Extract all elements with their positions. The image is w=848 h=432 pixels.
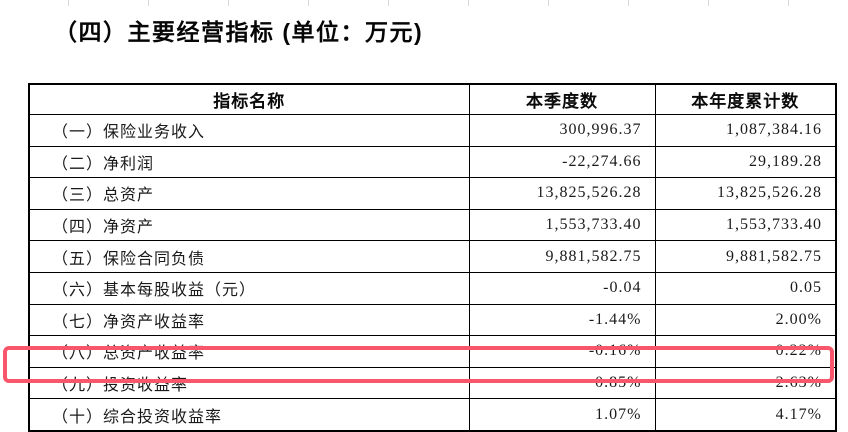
table-row: （八）总资产收益率 -0.16% 0.22% [28, 335, 837, 368]
gridline-stub [228, 0, 229, 6]
table-header-row: 指标名称 本季度数 本年度累计数 [28, 83, 837, 115]
quarter-value-cell: 13,825,526.28 [468, 177, 656, 210]
gridline-stub [468, 0, 469, 6]
indicator-name-cell: （三）总资产 [28, 177, 470, 210]
quarter-value-cell: -1.44% [468, 303, 656, 337]
ytd-value-cell: 0.22% [654, 335, 837, 368]
quarter-value-cell: 1,553,733.40 [468, 208, 656, 242]
quarter-value-cell: 1.07% [468, 398, 656, 432]
table-row: （十）综合投资收益率 1.07% 4.17% [28, 398, 837, 432]
ytd-value-cell: 4.17% [654, 398, 837, 432]
ytd-value-cell: 9,881,582.75 [654, 240, 837, 273]
indicator-name-cell: （六）基本每股收益（元） [28, 271, 470, 305]
section-title: （四）主要经营指标 (单位：万元) [54, 19, 424, 45]
indicator-name-cell: （四）净资产 [28, 208, 470, 242]
gridline-stub [548, 0, 549, 6]
metrics-table: 指标名称 本季度数 本年度累计数 （一）保险业务收入 300,996.37 1,… [28, 83, 837, 432]
indicator-name-cell: （十）综合投资收益率 [28, 398, 470, 432]
table-row-highlighted: （九）投资收益率 0.85% 2.63% [28, 366, 837, 400]
ytd-value-cell: 1,553,733.40 [654, 208, 837, 242]
gridline-stub [148, 0, 149, 6]
ytd-value-cell: 13,825,526.28 [654, 177, 837, 210]
gridline-stub [788, 0, 789, 6]
quarter-value-cell: 0.85% [468, 366, 656, 400]
gridline-stub [68, 0, 69, 6]
table-row: （五）保险合同负债 9,881,582.75 9,881,582.75 [28, 240, 837, 273]
document-page: { "title": "（四）主要经营指标 (单位：万元)", "table":… [3, 0, 837, 432]
table-row: （三）总资产 13,825,526.28 13,825,526.28 [28, 177, 837, 210]
col-header-indicator-name: 指标名称 [28, 83, 470, 115]
table-row: （六）基本每股收益（元） -0.04 0.05 [28, 271, 837, 305]
table-row: （二）净利润 -22,274.66 29,189.28 [28, 145, 837, 179]
indicator-name-cell: （一）保险业务收入 [28, 114, 470, 147]
table-row: （一）保险业务收入 300,996.37 1,087,384.16 [28, 114, 837, 147]
ytd-value-cell: 0.05 [654, 271, 837, 305]
ytd-value-cell: 2.63% [654, 366, 837, 400]
indicator-name-cell: （八）总资产收益率 [28, 335, 470, 368]
indicator-name-cell: （七）净资产收益率 [28, 303, 470, 337]
col-header-ytd-value: 本年度累计数 [654, 83, 837, 115]
indicator-name-cell: （五）保险合同负债 [28, 240, 470, 273]
quarter-value-cell: 300,996.37 [468, 114, 656, 147]
quarter-value-cell: -22,274.66 [468, 145, 656, 179]
gridline-stub [308, 0, 309, 6]
gridline-stub [388, 0, 389, 6]
table-row: （七）净资产收益率 -1.44% 2.00% [28, 303, 837, 337]
gridline-stub [628, 0, 629, 6]
quarter-value-cell: 9,881,582.75 [468, 240, 656, 273]
table-row: （四）净资产 1,553,733.40 1,553,733.40 [28, 208, 837, 242]
ytd-value-cell: 2.00% [654, 303, 837, 337]
ytd-value-cell: 1,087,384.16 [654, 114, 837, 147]
ytd-value-cell: 29,189.28 [654, 145, 837, 179]
col-header-quarter-value: 本季度数 [468, 83, 656, 115]
quarter-value-cell: -0.04 [468, 271, 656, 305]
gridline-stub [708, 0, 709, 6]
indicator-name-cell: （九）投资收益率 [28, 366, 470, 400]
indicator-name-cell: （二）净利润 [28, 145, 470, 179]
quarter-value-cell: -0.16% [468, 335, 656, 368]
